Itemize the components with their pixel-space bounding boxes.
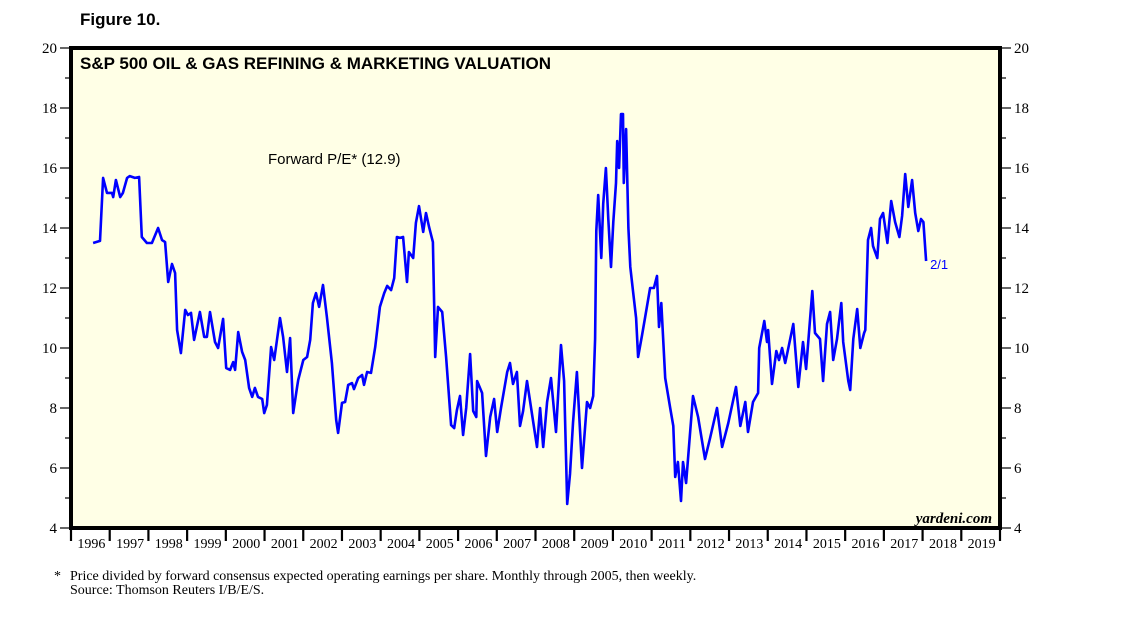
y-tick-label-right: 8 (1014, 401, 1022, 417)
series-label: Forward P/E* (12.9) (268, 151, 401, 168)
y-tick-label-right: 14 (1014, 221, 1030, 237)
x-tick-label: 1996 (77, 537, 105, 552)
footnote-line-2: Source: Thomson Reuters I/B/E/S. (70, 583, 265, 598)
y-axis-right: 4 6 8 10 12 14 16 18 20 (1000, 41, 1030, 537)
x-tick-label: 2007 (503, 537, 531, 552)
x-tick-label: 2014 (774, 537, 802, 552)
chart-title: S&P 500 OIL & GAS REFINING & MARKETING V… (80, 54, 551, 73)
y-tick-label-left: 16 (42, 161, 58, 177)
footnote-line-1: Price divided by forward consensus expec… (70, 569, 697, 584)
x-tick-label: 2016 (852, 537, 880, 552)
x-tick-label: 2008 (542, 537, 570, 552)
y-tick-label-left: 8 (50, 401, 58, 417)
x-tick-label: 2001 (271, 537, 299, 552)
x-tick-label: 2002 (310, 537, 338, 552)
watermark: yardeni.com (914, 511, 992, 527)
x-tick-label: 2017 (890, 537, 918, 552)
x-tick-label: 2006 (464, 537, 492, 552)
x-tick-label: 2019 (968, 537, 996, 552)
x-tick-label: 2000 (232, 537, 260, 552)
y-tick-label-right: 16 (1014, 161, 1030, 177)
y-tick-label-left: 4 (50, 521, 58, 537)
x-tick-label: 1998 (155, 537, 183, 552)
y-tick-label-left: 14 (42, 221, 58, 237)
y-tick-label-right: 20 (1014, 41, 1029, 57)
x-tick-label: 2004 (387, 537, 415, 552)
y-tick-label-right: 18 (1014, 101, 1029, 117)
y-tick-label-left: 18 (42, 101, 57, 117)
y-tick-label-right: 6 (1014, 461, 1022, 477)
y-tick-label-left: 12 (42, 281, 57, 297)
x-tick-label: 2012 (697, 537, 725, 552)
y-tick-label-left: 20 (42, 41, 57, 57)
x-tick-label: 2003 (348, 537, 376, 552)
y-tick-label-right: 4 (1014, 521, 1022, 537)
y-tick-label-left: 10 (42, 341, 57, 357)
x-tick-label: 1997 (116, 537, 144, 552)
last-value-date-label: 2/1 (930, 257, 948, 272)
x-tick-label: 2011 (658, 537, 685, 552)
x-axis: 1996 1997 1998 1999 2000 2001 2002 2003 2004 2005… (69, 528, 1002, 552)
series-points (93, 113, 927, 505)
plot-area (71, 48, 1000, 528)
x-tick-label: 2018 (929, 537, 957, 552)
footnote-marker: * (54, 569, 61, 584)
x-tick-label: 2013 (735, 537, 763, 552)
x-tick-label: 2015 (813, 537, 841, 552)
x-tick-label: 1999 (193, 537, 221, 552)
y-tick-label-right: 10 (1014, 341, 1029, 357)
y-tick-label-right: 12 (1014, 281, 1029, 297)
figure-label: Figure 10. (80, 10, 161, 29)
plot-frame (69, 46, 1002, 530)
footnote: * Price divided by forward consensus expe… (54, 570, 696, 598)
y-tick-label-left: 6 (50, 461, 58, 477)
x-tick-label: 2005 (426, 537, 454, 552)
x-tick-label: 2010 (619, 537, 647, 552)
y-axis-left: 4 6 8 10 12 14 16 18 20 (42, 41, 71, 537)
x-tick-label: 2009 (581, 537, 609, 552)
